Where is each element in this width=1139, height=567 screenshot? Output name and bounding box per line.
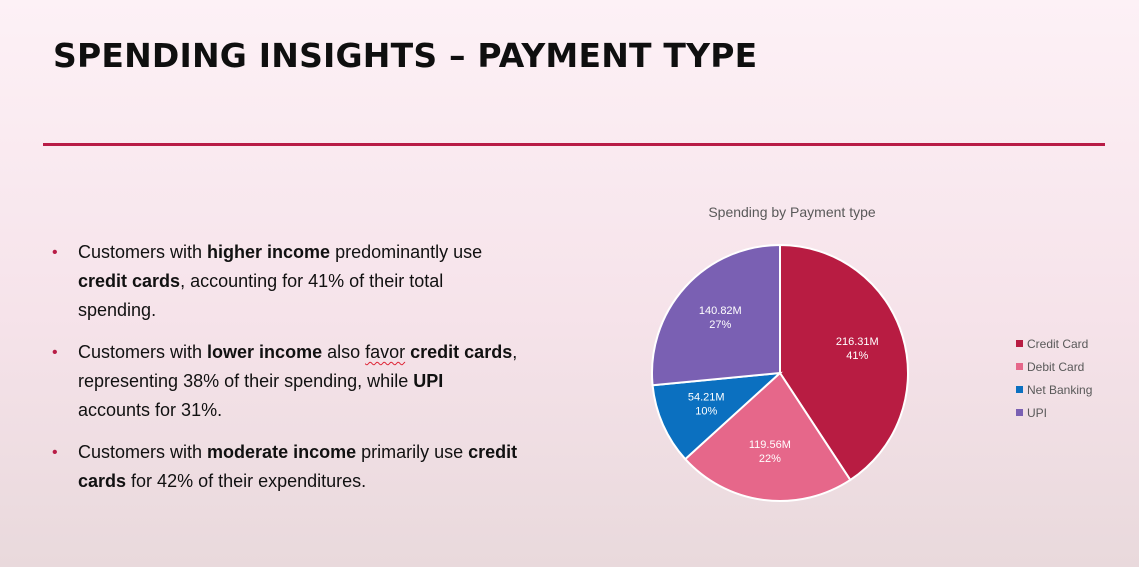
bullet-bold-text: credit cards — [78, 442, 518, 491]
bullet-text: primarily use — [356, 442, 469, 462]
chart-title: Spending by Payment type — [708, 204, 876, 220]
bullet-item: • Customers with lower income also favor … — [50, 338, 520, 425]
pie-percent-label: 27% — [709, 319, 731, 331]
bullet-bold-text: credit cards — [78, 271, 181, 291]
bullet-bold-text: higher income — [207, 242, 331, 262]
bullet-bold-text: lower income — [207, 342, 323, 362]
legend-swatch — [1016, 363, 1023, 370]
pie-slice-upi — [651, 243, 781, 387]
title-divider — [43, 143, 1105, 146]
legend-item: Credit Card — [1016, 332, 1092, 355]
pie-value-label: 54.21M — [688, 392, 725, 404]
bullet-text: Customers with — [78, 242, 208, 262]
pie-value-label: 140.82M — [699, 305, 742, 317]
pie-percent-label: 10% — [695, 406, 717, 418]
pie-percent-label: 41% — [846, 350, 868, 362]
slide-title: SPENDING INSIGHTS – PAYMENT TYPE — [53, 36, 758, 75]
bullet-marker: • — [52, 244, 58, 261]
bullet-marker: • — [52, 444, 58, 461]
bullet-text: , accounting for 41% of their total spen… — [78, 271, 444, 320]
pie-slice-net-banking — [651, 371, 783, 461]
legend-label: UPI — [1027, 405, 1048, 420]
legend-item: Debit Card — [1016, 355, 1092, 378]
pie-percent-label: 22% — [759, 453, 781, 465]
bullet-text: Customers with — [78, 342, 208, 362]
chart-legend: Credit Card Debit Card Net Banking UPI — [1016, 332, 1092, 424]
bullet-text: also — [322, 342, 366, 362]
bullet-bold-text: moderate income — [207, 442, 357, 462]
bullet-text: favor — [365, 342, 406, 362]
legend-item: UPI — [1016, 401, 1092, 424]
legend-label: Net Banking — [1027, 382, 1093, 397]
pie-value-label: 119.56M — [749, 439, 791, 451]
bullet-text: , representing 38% of their spending, wh… — [78, 342, 518, 391]
bullet-item: • Customers with moderate income primaril… — [50, 438, 520, 496]
bullet-text: for 42% of their expenditures. — [126, 471, 367, 491]
pie-value-label: 216.31M — [836, 336, 879, 348]
pie-slice-debit-card — [683, 371, 852, 502]
legend-swatch — [1016, 386, 1023, 393]
bullet-text: accounts for 31%. — [78, 400, 223, 420]
legend-swatch — [1016, 340, 1023, 347]
bullet-text: predominantly use — [330, 242, 483, 262]
legend-label: Credit Card — [1027, 336, 1089, 351]
bullet-item: • Customers with higher income predominan… — [50, 238, 520, 325]
bullet-marker: • — [52, 344, 58, 361]
bullet-bold-text: UPI — [413, 371, 444, 391]
bullet-text: Customers with — [78, 442, 208, 462]
bullet-bold-text: credit cards — [410, 342, 513, 362]
legend-item: Net Banking — [1016, 378, 1092, 401]
legend-label: Debit Card — [1027, 359, 1085, 374]
legend-swatch — [1016, 409, 1023, 416]
bullet-list: • Customers with higher income predominan… — [50, 238, 520, 509]
